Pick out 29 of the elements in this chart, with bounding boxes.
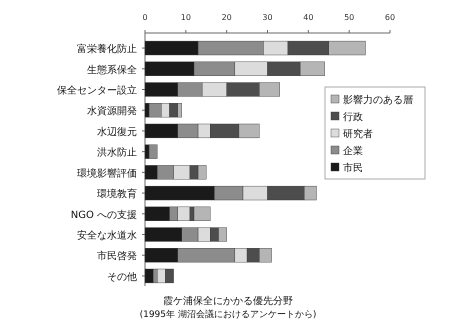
legend-label: 影響力のある層 [343,94,413,106]
legend-label: 行政 [343,112,363,123]
x-tick-label: 20 [222,13,232,22]
y-tick-label: その他 [107,270,137,283]
text: 霞ケ浦保全にかかる優先分野 [163,295,293,307]
y-tick-label: 保全センター設立 [57,84,137,96]
x-tick-label: 40 [303,13,314,22]
y-tick-label: 富栄養化防止 [77,43,137,56]
y-tick-label: 環境影響評価 [77,167,137,180]
y-tick-label: NGO への支援 [70,208,137,221]
legend-label: 市民 [343,162,363,174]
bar [194,206,211,221]
x-tick-label: 0 [142,13,148,22]
y-tick-label: 市民啓発 [97,250,137,262]
legend-label: 研究者 [343,128,373,140]
y-tick-label: 水辺復元 [97,126,137,138]
y-tick-label: 安全な水道水 [77,230,137,242]
x-tick-label: 10 [180,13,191,22]
bar [148,144,158,159]
x-tick-label: 50 [344,13,354,22]
legend-label: 企業 [343,145,363,157]
x-tick-label: 30 [262,13,273,22]
y-tick-label: 洪水防止 [97,146,137,159]
bar [144,268,154,284]
x-tick-label: 60 [384,13,396,22]
y-tick-label: 生態系保全 [87,64,137,76]
text: (1995年 湖沼会議におけるアンケートから) [140,309,316,320]
y-tick-label: 水資源開発 [87,105,137,118]
y-tick-label: 環境教育 [97,188,137,200]
